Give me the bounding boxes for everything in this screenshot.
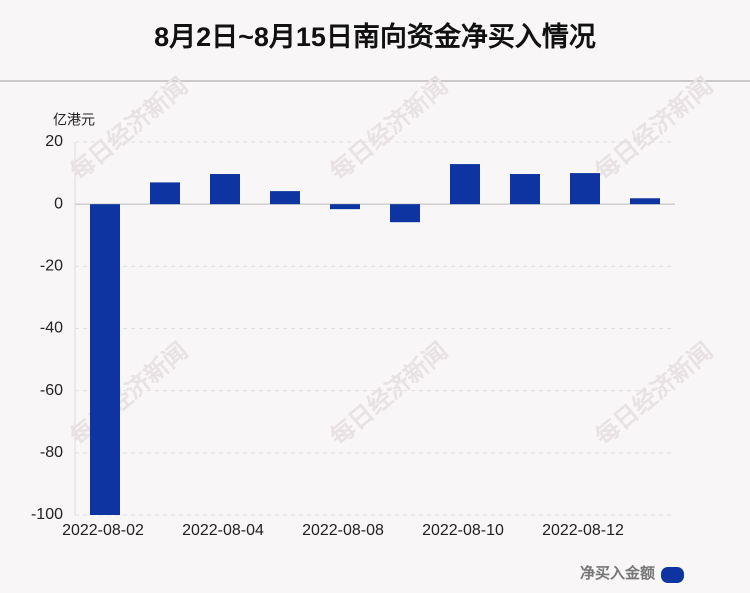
bar: [450, 164, 480, 205]
chart-title: 8月2日~8月15日南向资金净买入情况: [154, 21, 596, 52]
watermark: 每日经济新闻: [589, 336, 718, 451]
y-tick-label: -60: [40, 382, 63, 399]
y-tick-label: 20: [45, 133, 63, 150]
bar: [570, 173, 600, 205]
bar: [510, 174, 540, 205]
y-tick-label: 0: [54, 195, 63, 212]
bar: [330, 204, 360, 210]
y-tick-label: -20: [40, 258, 63, 275]
y-tick-label: -100: [31, 506, 63, 523]
bar: [90, 204, 120, 515]
x-tick-label: 2022-08-10: [422, 522, 504, 539]
bar: [210, 174, 240, 205]
bar: [150, 182, 180, 205]
x-tick-label: 2022-08-12: [542, 522, 624, 539]
watermark: 每日经济新闻: [64, 336, 193, 451]
bar: [390, 204, 420, 223]
bar: [630, 198, 660, 205]
y-tick-label: -80: [40, 444, 63, 461]
bar: [270, 191, 300, 205]
legend-swatch: [661, 567, 684, 583]
x-tick-label: 2022-08-08: [302, 522, 384, 539]
x-tick-label: 2022-08-02: [62, 522, 144, 539]
y-tick-label: -40: [40, 320, 63, 337]
watermark: 每日经济新闻: [324, 71, 453, 186]
x-tick-label: 2022-08-04: [182, 522, 264, 539]
watermark: 每日经济新闻: [589, 71, 718, 186]
legend-label: 净买入金额: [580, 564, 655, 582]
y-unit: 亿港元: [53, 112, 95, 128]
watermark: 每日经济新闻: [324, 336, 453, 451]
watermark: 每日经济新闻: [64, 71, 193, 186]
